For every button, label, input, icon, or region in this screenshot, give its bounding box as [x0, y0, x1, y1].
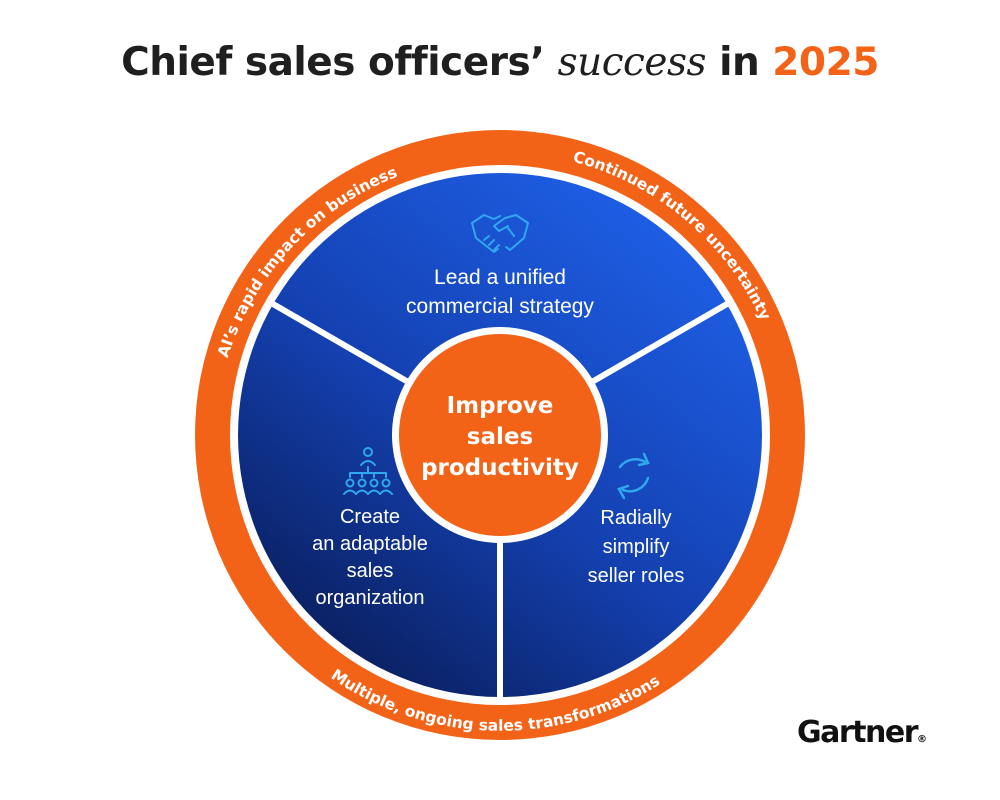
- center-circle: [399, 334, 601, 536]
- center-line-1: Improve: [447, 393, 554, 419]
- segment-left-line-4: organization: [316, 587, 425, 609]
- title-part1: Chief sales officers’: [121, 40, 545, 85]
- gartner-logo: Gartner®: [797, 715, 927, 750]
- title-part2: in: [719, 40, 760, 85]
- segment-top-line-2: commercial strategy: [406, 295, 594, 318]
- title-year: 2025: [772, 40, 879, 85]
- brand-name: Gartner: [797, 715, 919, 750]
- org-chart-icon: [343, 447, 393, 495]
- center-line-2: sales: [467, 424, 533, 450]
- center-label: Improve sales productivity: [421, 393, 579, 481]
- segment-top-text: Lead a unified commercial strategy: [406, 266, 594, 318]
- page-title: Chief sales officers’ success in 2025: [0, 40, 1000, 85]
- segment-left-line-2: an adaptable: [312, 533, 428, 555]
- segment-right-text: Radially simplify seller roles: [588, 507, 685, 587]
- segment-top-line-1: Lead a unified: [434, 266, 566, 289]
- segment-left-line-3: sales: [347, 560, 394, 582]
- center-line-3: productivity: [421, 455, 579, 481]
- title-emphasis: success: [557, 40, 707, 85]
- segment-right-line-2: simplify: [603, 536, 670, 558]
- segment-left-text: Create an adaptable sales organization: [312, 506, 428, 609]
- handshake-icon: [471, 214, 529, 253]
- refresh-cycle-icon: [617, 452, 650, 500]
- segment-right-line-1: Radially: [600, 507, 671, 529]
- brand-mark: ®: [917, 734, 928, 745]
- segment-right-line-3: seller roles: [588, 565, 685, 587]
- segment-left-line-1: Create: [340, 506, 400, 528]
